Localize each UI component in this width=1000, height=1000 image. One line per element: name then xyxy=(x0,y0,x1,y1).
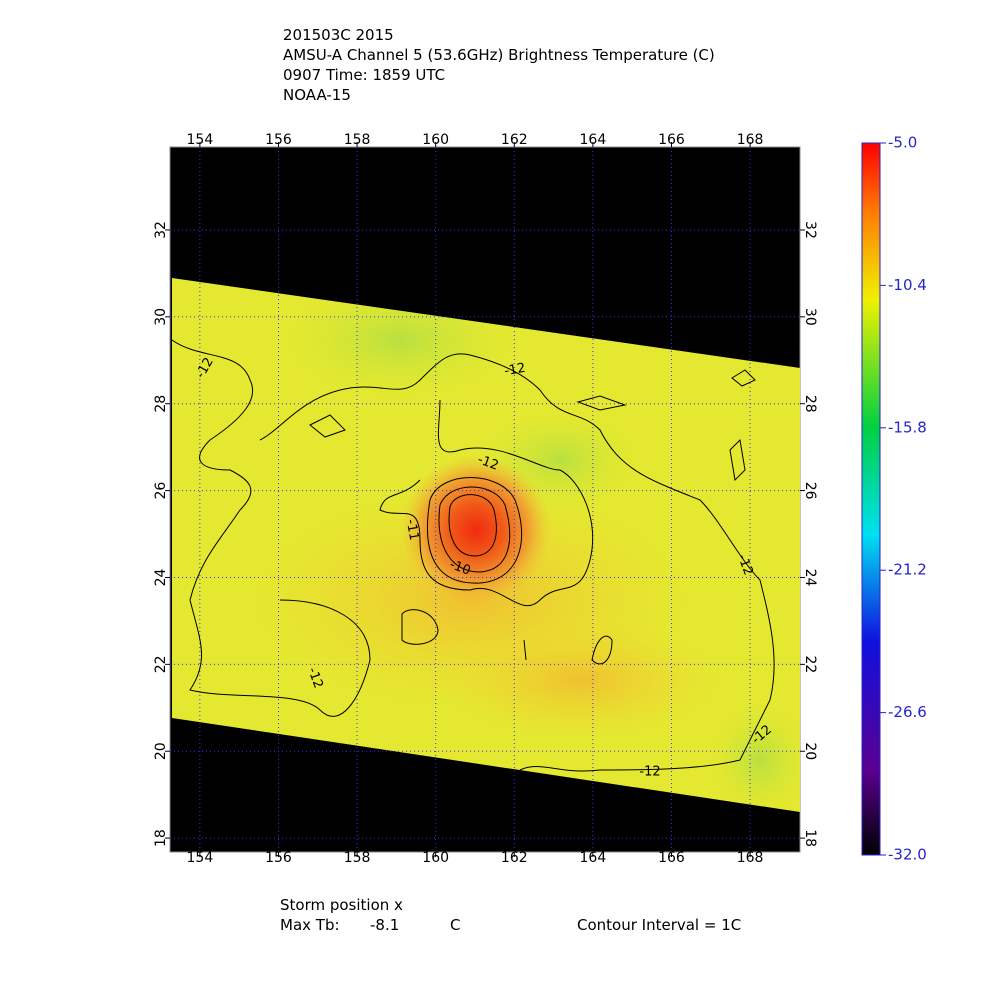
contour-label: -10 xyxy=(447,557,472,578)
y-tick-label: 28 xyxy=(802,395,818,413)
y-tick-label: 28 xyxy=(153,395,169,413)
y-tick-label: 24 xyxy=(153,568,169,586)
colorbar-label: -10.4 xyxy=(888,276,927,294)
max-tb-value: -8.1 xyxy=(370,916,399,934)
title-line: AMSU-A Channel 5 (53.6GHz) Brightness Te… xyxy=(283,46,715,64)
x-tick-label: 166 xyxy=(658,132,685,148)
titles: 201503C 2015 AMSU-A Channel 5 (53.6GHz) B… xyxy=(283,26,715,104)
y-tick-label: 18 xyxy=(802,829,818,847)
contour-line xyxy=(438,486,511,573)
y-tick-label: 30 xyxy=(802,308,818,326)
y-tick-label: 32 xyxy=(802,221,818,239)
x-tick-label: 168 xyxy=(737,850,764,866)
colorbar-label: -5.0 xyxy=(888,134,917,152)
contour-line xyxy=(448,494,497,557)
x-tick-label: 154 xyxy=(187,132,214,148)
y-tick-label: 26 xyxy=(153,482,169,500)
x-tick-label: 162 xyxy=(501,850,528,866)
title-line: 0907 Time: 1859 UTC xyxy=(283,66,445,84)
y-tick-label: 22 xyxy=(153,655,169,673)
title-line: 201503C 2015 xyxy=(283,26,394,44)
y-tick-label: 26 xyxy=(802,482,818,500)
y-tick-label: 20 xyxy=(802,742,818,760)
x-tick-label: 162 xyxy=(501,132,528,148)
contour-line xyxy=(401,609,439,645)
x-tick-label: 160 xyxy=(422,850,449,866)
contour-label: -12 xyxy=(503,361,527,379)
y-tick-label: 32 xyxy=(153,221,169,239)
y-tick-label: 24 xyxy=(802,569,818,587)
max-tb-label: Max Tb: xyxy=(280,916,340,934)
max-tb-unit: C xyxy=(450,916,460,934)
y-tick-label: 20 xyxy=(153,742,169,760)
contours xyxy=(172,339,775,772)
contour-line xyxy=(379,399,594,607)
y-tick-label: 22 xyxy=(802,655,818,673)
contour-line xyxy=(172,339,371,717)
x-tick-label: 164 xyxy=(580,850,607,866)
y-tick-label: 18 xyxy=(153,829,169,847)
x-tick-label: 154 xyxy=(187,850,214,866)
contour-label: -12 xyxy=(734,552,755,577)
x-tick-label: 158 xyxy=(344,850,371,866)
contour-line xyxy=(729,438,746,482)
axis-ticks: 154 154 156 156 158 158 160 160 162 162 164 164 166 1… xyxy=(153,132,818,866)
brightness-field xyxy=(172,278,800,812)
x-tick-label: 158 xyxy=(344,132,371,148)
contour-line xyxy=(309,414,346,438)
colorbar-label: -32.0 xyxy=(888,846,927,864)
contour-line xyxy=(576,395,627,411)
contour-line xyxy=(523,639,527,661)
contour-label: -12 xyxy=(475,452,500,473)
x-tick-label: 166 xyxy=(658,850,685,866)
contour-interval: Contour Interval = 1C xyxy=(577,916,741,934)
x-tick-label: 156 xyxy=(265,850,292,866)
x-tick-label: 168 xyxy=(737,132,764,148)
contour-line xyxy=(426,477,522,584)
contour-label: -12 xyxy=(639,765,660,780)
colorbar-ticks: -5.0 -10.4 -15.8 -21.2 -26.6 -32.0 xyxy=(880,134,927,864)
contour-line xyxy=(591,635,613,665)
y-tick-label: 30 xyxy=(153,308,169,326)
colorbar-label: -15.8 xyxy=(888,418,927,436)
grid xyxy=(170,147,800,852)
title-line: NOAA-15 xyxy=(283,86,351,104)
contour-label: -11 xyxy=(403,518,421,542)
x-tick-label: 156 xyxy=(265,132,292,148)
storm-position-label: Storm position x xyxy=(280,896,403,914)
contour-line xyxy=(731,369,756,387)
contour-label: -12 xyxy=(304,665,325,690)
x-tick-label: 164 xyxy=(580,132,607,148)
colorbar-label: -26.6 xyxy=(888,703,927,721)
x-tick-label: 160 xyxy=(422,132,449,148)
colorbar xyxy=(861,142,881,856)
colorbar-label: -21.2 xyxy=(888,561,927,579)
contour-line xyxy=(259,353,775,772)
